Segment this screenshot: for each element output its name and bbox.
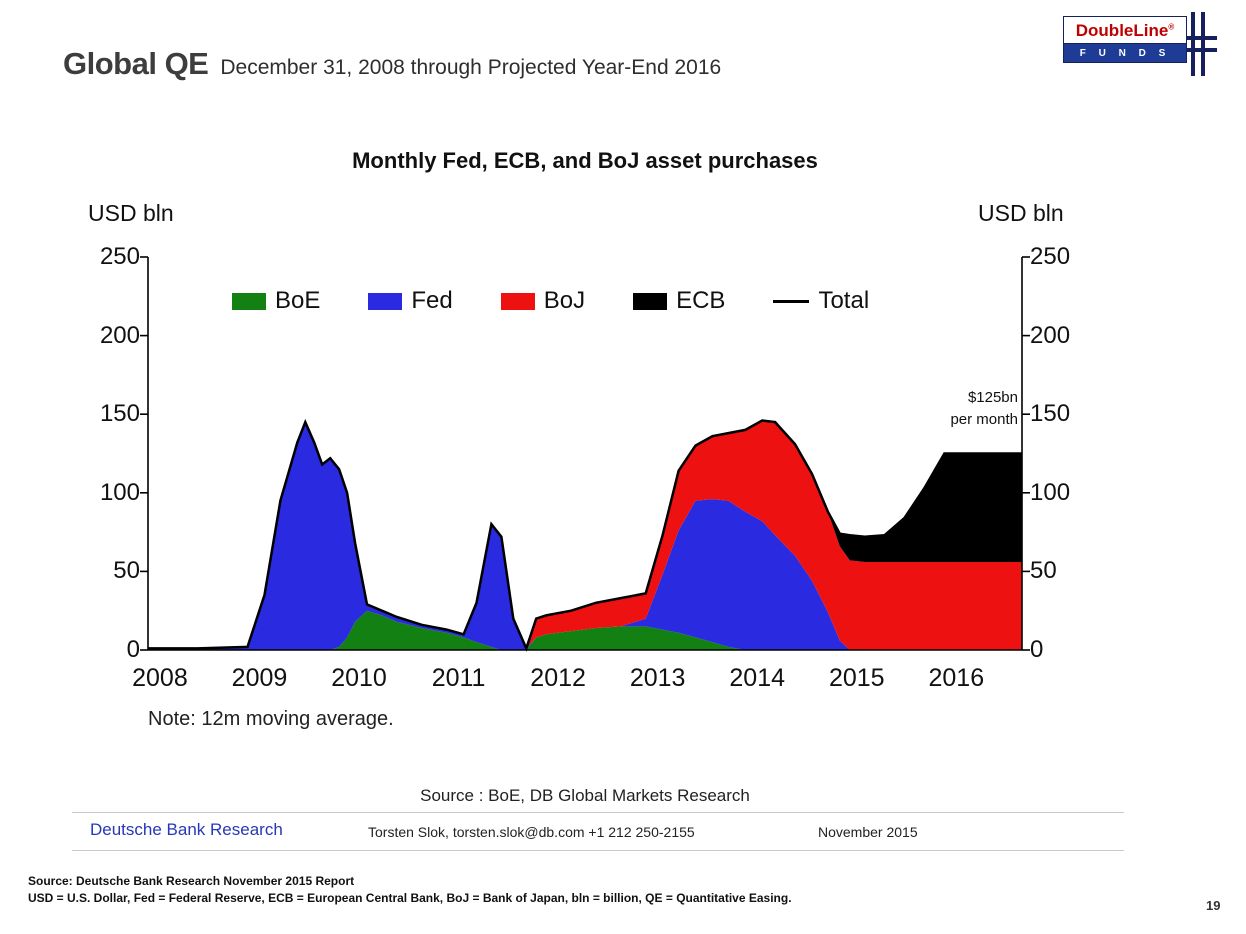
legend-swatch — [500, 292, 535, 310]
legend-label: BoE — [275, 287, 321, 314]
legend-item-boe: BoE — [232, 287, 320, 315]
legend-label: BoJ — [543, 287, 586, 314]
deutsche-bank-research-label: Deutsche Bank Research — [90, 820, 283, 839]
area-fed — [148, 422, 1022, 650]
divider-top — [72, 812, 1124, 813]
x-tick-label: 2013 — [629, 664, 686, 692]
x-tick-label: 2014 — [729, 664, 786, 692]
slide-subtitle: December 31, 2008 through Projected Year… — [220, 56, 722, 79]
legend-item-total: Total — [773, 287, 869, 315]
slide-header: Global QE December 31, 2008 through Proj… — [63, 46, 721, 82]
y-tick-label: 150 — [99, 400, 140, 428]
legend-swatch — [232, 292, 266, 310]
source-line: Source : BoE, DB Global Markets Research — [420, 786, 750, 805]
x-tick-label: 2015 — [828, 664, 885, 692]
x-tick-label: 2010 — [331, 664, 387, 692]
total-line — [148, 418, 1022, 652]
annotation-line-1: $125bn — [967, 389, 1018, 406]
chart-note: Note: 12m moving average. — [148, 708, 394, 730]
y-tick-label: 0 — [126, 636, 140, 663]
y-tick-label: 250 — [1030, 243, 1071, 270]
x-tick-label: 2009 — [231, 664, 288, 692]
divider-bottom — [72, 850, 1124, 851]
legend-swatch — [633, 292, 668, 310]
y-tick-label: 150 — [1030, 400, 1071, 428]
contact-info: Torsten Slok, torsten.slok@db.com +1 212… — [368, 824, 695, 840]
doubleline-logo: DoubleLine® F U N D S — [1063, 12, 1219, 78]
legend-line-swatch — [773, 299, 810, 303]
logo-hash-icon — [1183, 12, 1219, 76]
y-tick-label: 0 — [1030, 636, 1044, 663]
y-tick-label: 100 — [1030, 478, 1071, 506]
x-tick-label: 2008 — [132, 664, 188, 692]
x-tick-label: 2011 — [431, 664, 486, 692]
logo-brand-text: DoubleLine — [1075, 21, 1169, 40]
legend-item-boj: BoJ — [500, 287, 586, 315]
legend: BoE Fed BoJ ECB Total — [232, 287, 869, 315]
y-tick-label: 50 — [113, 557, 140, 585]
page-number: 19 — [1206, 898, 1221, 913]
y-tick-label: 200 — [99, 321, 140, 349]
logo-brand: DoubleLine® — [1064, 17, 1186, 43]
legend-label: ECB — [676, 287, 726, 314]
footer-row: Deutsche Bank Research Torsten Slok, tor… — [0, 819, 1246, 847]
footnote-definitions: USD = U.S. Dollar, Fed = Federal Reserve… — [28, 891, 792, 905]
slide-title: Global QE — [63, 46, 209, 81]
chart-annotation: $125bn per month — [858, 387, 1018, 431]
x-tick-label: 2016 — [928, 664, 985, 692]
area-boe — [148, 610, 1022, 650]
y-axis-label-right: USD bln — [978, 200, 1064, 226]
footnote-source: Source: Deutsche Bank Research November … — [28, 874, 355, 888]
y-tick-label: 50 — [1030, 557, 1057, 585]
legend-swatch — [368, 292, 403, 310]
y-tick-label: 200 — [1030, 321, 1071, 349]
x-tick-label: 2012 — [530, 664, 586, 692]
chart-title: Monthly Fed, ECB, and BoJ asset purchase… — [352, 148, 818, 173]
y-axis-label-left: USD bln — [88, 200, 174, 226]
report-date: November 2015 — [818, 824, 918, 840]
annotation-line-2: per month — [950, 410, 1018, 428]
y-tick-label: 250 — [99, 243, 140, 270]
plot-area — [140, 256, 1030, 652]
legend-label: Total — [818, 287, 870, 314]
qe-stacked-area-chart — [140, 256, 1030, 652]
logo-box: DoubleLine® F U N D S — [1063, 16, 1187, 63]
area-boj — [148, 420, 1022, 650]
logo-funds-bar: F U N D S — [1064, 43, 1186, 62]
y-tick-label: 100 — [99, 478, 140, 506]
legend-item-ecb: ECB — [633, 287, 725, 315]
legend-label: Fed — [411, 287, 453, 314]
legend-item-fed: Fed — [368, 287, 453, 315]
registered-mark: ® — [1168, 22, 1175, 32]
